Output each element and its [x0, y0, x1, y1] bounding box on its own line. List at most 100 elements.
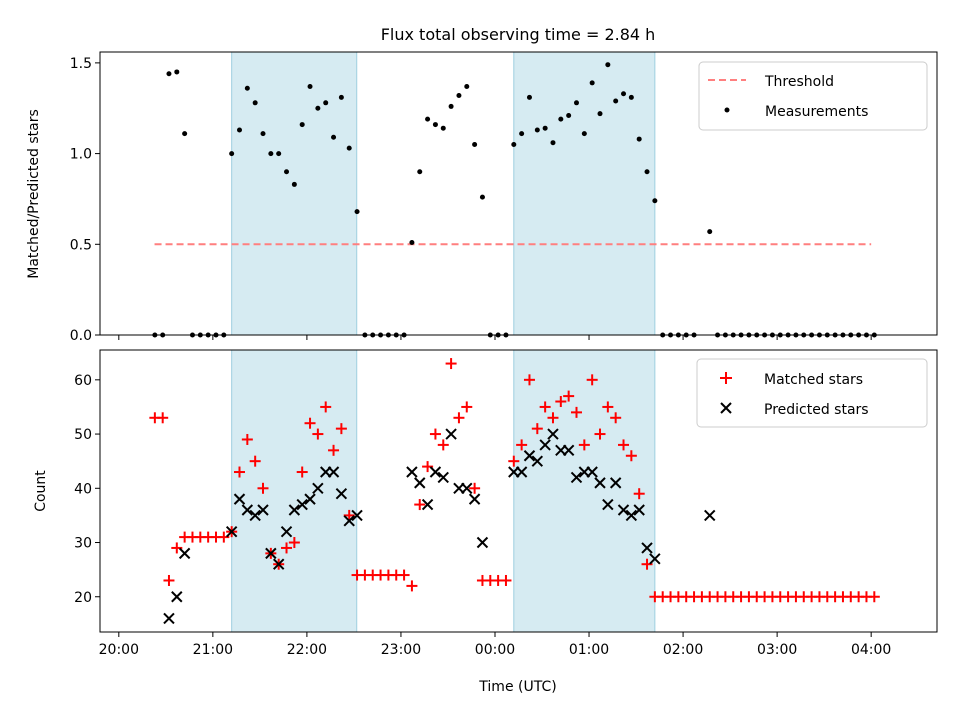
y-tick-label: 1.5: [70, 56, 92, 72]
measurement-point: [268, 151, 274, 157]
measurement-point: [479, 194, 485, 200]
predicted-star-marker: [241, 504, 254, 516]
matched-star-marker: [547, 412, 559, 424]
measurement-point: [237, 127, 242, 133]
legend-measurements-swatch: [724, 107, 730, 113]
matched-star-marker: [453, 412, 465, 424]
top-panel-frame: [99, 51, 938, 336]
predicted-star-marker: [421, 498, 434, 511]
measurement-point: [244, 85, 250, 91]
matched-star-marker: [578, 439, 590, 451]
measurement-point: [589, 80, 595, 86]
matched-star-marker: [586, 374, 598, 386]
predicted-star-marker: [562, 444, 575, 457]
y-tick-label: 60: [74, 373, 92, 389]
measurement-point: [166, 71, 172, 77]
measurement-point: [323, 100, 329, 106]
predicted-star-marker: [531, 455, 544, 467]
x-tick-label: 03:00: [757, 642, 797, 658]
measurement-point: [338, 94, 344, 100]
matched-star-marker: [500, 574, 512, 586]
matched-star-marker: [328, 444, 340, 456]
predicted-star-marker: [304, 493, 316, 505]
matched-star-marker: [523, 374, 535, 386]
observing-window-shade: [231, 51, 358, 336]
predicted-star-marker: [609, 477, 622, 489]
matched-star-marker: [288, 537, 300, 549]
matched-star-marker: [563, 390, 575, 402]
measurement-point: [558, 116, 564, 122]
matched-star-marker: [602, 401, 614, 413]
predicted-star-marker: [312, 482, 324, 494]
matched-star-marker: [445, 358, 457, 370]
predicted-star-marker: [327, 466, 340, 478]
matched-star-marker: [516, 439, 528, 451]
matched-star-marker: [163, 574, 175, 586]
matched-star-marker: [618, 439, 630, 451]
measurement-point: [621, 91, 627, 97]
matched-star-marker: [304, 417, 316, 429]
predicted-star-marker: [515, 466, 528, 478]
predicted-star-marker: [163, 612, 175, 625]
measurement-point: [573, 100, 579, 106]
measurement-point: [284, 169, 290, 175]
x-tick-label: 04:00: [851, 642, 891, 658]
matched-star-marker: [257, 482, 269, 494]
bottom-panel: 20 30 40 50 60 20:00 21:00 22:00 23:00 00:00 01:0…: [33, 349, 938, 695]
x-tick-label: 22:00: [287, 642, 327, 658]
measurement-point: [229, 151, 235, 157]
predicted-star-marker: [257, 504, 269, 516]
matched-star-marker: [343, 509, 355, 521]
legend-measurements-label: Measurements: [765, 104, 868, 120]
measurement-point: [472, 142, 478, 148]
matched-star-marker: [531, 423, 543, 435]
matched-star-marker: [249, 455, 261, 467]
predicted-star-marker: [272, 558, 285, 570]
top-ylabel: Matched/Predicted stars: [26, 109, 42, 279]
legend-threshold-label: Threshold: [764, 74, 834, 90]
legend-predicted-swatch: [720, 402, 732, 414]
y-tick-label: 20: [74, 590, 92, 606]
y-tick-label: 0.0: [70, 328, 92, 344]
predicted-star-marker: [704, 509, 716, 522]
matched-star-marker: [281, 542, 293, 554]
measurement-point: [628, 94, 634, 100]
measurement-point: [291, 181, 297, 187]
predicted-star-marker: [461, 482, 473, 494]
measurement-point: [550, 140, 556, 146]
y-tick-label: 50: [74, 427, 92, 443]
predicted-star-marker: [641, 542, 653, 554]
predicted-star-marker: [468, 493, 481, 505]
measurement-point: [307, 83, 313, 89]
measurement-point: [315, 105, 321, 111]
predicted-star-marker: [178, 547, 191, 560]
top-legend: Threshold Measurements: [698, 61, 928, 131]
measurement-point: [613, 98, 619, 104]
matched-star-marker: [625, 450, 637, 462]
predicted-star-marker: [633, 504, 645, 516]
matched-star-marker: [312, 428, 324, 440]
legend-matched-swatch: [720, 372, 732, 384]
matched-star-marker: [633, 488, 645, 500]
matched-star-marker: [610, 412, 622, 424]
predicted-star-marker: [594, 477, 606, 489]
measurement-point: [464, 83, 470, 89]
measurement-point: [597, 111, 603, 117]
predicted-star-marker: [649, 553, 661, 565]
predicted-star-marker: [351, 509, 363, 522]
matched-star-marker: [437, 439, 449, 451]
matched-star-marker: [461, 401, 473, 413]
predicted-star-marker: [265, 547, 277, 560]
predicted-star-marker: [523, 450, 536, 462]
matched-star-marker: [868, 591, 880, 603]
predicted-star-marker: [429, 466, 442, 478]
measurement-point: [526, 94, 532, 100]
predicted-star-marker: [249, 509, 261, 522]
measurement-point: [409, 239, 415, 245]
predicted-star-marker: [225, 525, 238, 538]
measurement-point: [417, 169, 423, 175]
matched-star-marker: [234, 466, 245, 478]
measurement-point: [276, 151, 282, 157]
predicted-star-marker: [625, 509, 638, 522]
legend-matched-label: Matched stars: [764, 372, 863, 388]
